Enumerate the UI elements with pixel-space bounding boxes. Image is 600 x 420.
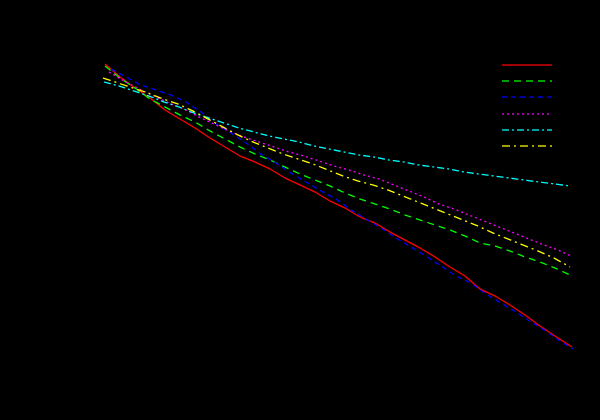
series-magenta-dotted-line [108, 71, 572, 257]
series-group [102, 63, 574, 350]
series-green-dashed-line [104, 65, 571, 276]
series-cyan-dashdot-line [103, 81, 571, 187]
series-yellow-dashdot-line [102, 77, 571, 268]
series-red-solid-line [104, 63, 573, 348]
series-blue-dashed-line [110, 68, 574, 350]
legend [502, 64, 552, 147]
